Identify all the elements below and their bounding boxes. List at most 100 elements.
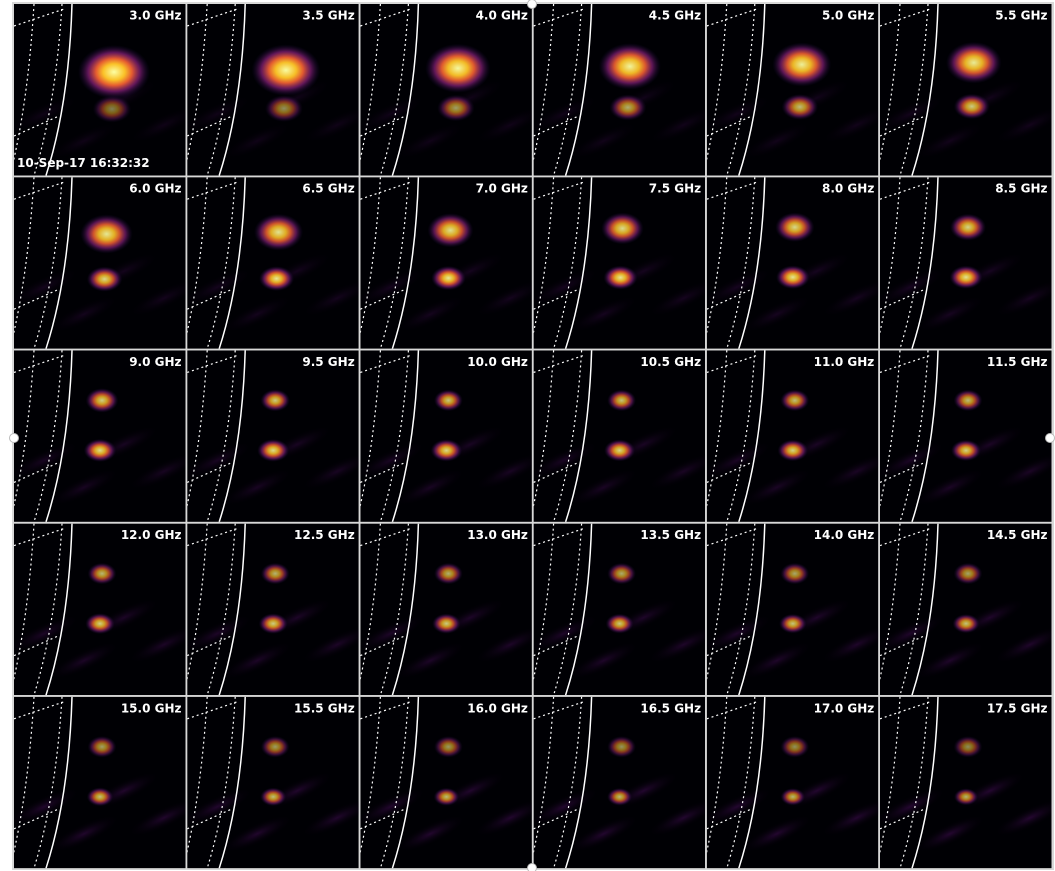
panel-background	[880, 696, 1052, 869]
source-lower	[433, 787, 460, 806]
source-upper	[607, 736, 636, 758]
source-upper	[80, 214, 133, 254]
frequency-label: 7.0 GHz	[476, 182, 528, 196]
limb-solid	[738, 696, 766, 869]
haze	[913, 468, 987, 507]
haze	[913, 295, 987, 334]
limb-dotted	[706, 350, 728, 508]
grid-dotted	[533, 635, 579, 657]
limb-solid	[218, 696, 246, 869]
grid-dotted	[706, 115, 753, 137]
source-upper	[87, 736, 117, 758]
panel: 13.0 GHz	[360, 523, 532, 696]
source-lower	[777, 439, 809, 462]
source-upper	[253, 213, 304, 251]
limb-solid	[738, 177, 766, 349]
frequency-label: 10.0 GHz	[467, 355, 528, 369]
haze	[393, 641, 467, 680]
limb-dotted	[360, 177, 381, 335]
limb-solid	[564, 523, 593, 696]
panel-background	[706, 4, 879, 176]
panel: 3.5 GHz	[187, 4, 359, 176]
haze	[993, 798, 1052, 837]
grid-dotted	[360, 701, 411, 720]
limb-dotted	[14, 177, 35, 335]
grid-dotted	[360, 635, 406, 657]
grid-dotted	[533, 354, 584, 373]
panel-background	[706, 350, 879, 522]
frequency-label: 5.0 GHz	[822, 9, 874, 23]
haze	[393, 814, 467, 853]
frequency-label: 11.5 GHz	[987, 355, 1048, 369]
source-upper	[607, 562, 636, 585]
frequency-label: 8.5 GHz	[995, 182, 1047, 196]
panel: 6.0 GHz	[14, 177, 186, 349]
panel-background	[14, 177, 186, 349]
panel: 7.0 GHz	[360, 177, 532, 349]
source-upper	[251, 44, 321, 96]
grid-dotted	[14, 701, 65, 720]
limb-dotted	[379, 350, 409, 522]
grid-dotted	[360, 181, 411, 200]
haze	[993, 625, 1052, 664]
source-lower	[432, 613, 461, 634]
limb-dotted	[187, 523, 208, 681]
panel-background	[706, 177, 879, 349]
limb-dotted	[206, 696, 236, 869]
haze	[820, 105, 879, 145]
limb-dotted	[187, 4, 208, 162]
grid-dotted	[187, 8, 238, 27]
grid-dotted	[706, 8, 757, 27]
haze	[300, 279, 359, 318]
source-lower	[780, 788, 806, 806]
resize-handle	[527, 0, 537, 9]
limb-dotted	[553, 4, 583, 176]
grid-dotted	[14, 288, 60, 310]
limb-dotted	[206, 523, 236, 696]
grid-dotted	[14, 808, 60, 830]
panel-background	[187, 350, 359, 522]
limb-dotted	[880, 4, 901, 162]
grid-dotted	[880, 461, 926, 483]
source-lower	[949, 265, 983, 289]
haze	[647, 279, 706, 318]
panel: 17.5 GHz	[880, 696, 1052, 869]
limb-dotted	[726, 4, 756, 176]
limb-dotted	[899, 177, 929, 349]
grid-dotted	[533, 528, 584, 547]
source-lower	[431, 265, 466, 291]
frequency-label: 7.5 GHz	[649, 182, 701, 196]
panel: 12.0 GHz	[14, 523, 186, 696]
haze	[220, 641, 294, 680]
panel: 4.5 GHz	[533, 4, 706, 176]
haze	[127, 105, 186, 145]
limb-dotted	[379, 696, 409, 869]
panel-background	[533, 523, 706, 696]
source-lower	[83, 438, 117, 462]
limb-dotted	[899, 523, 929, 696]
limb-solid	[564, 696, 593, 869]
limb-solid	[218, 4, 246, 176]
limb-dotted	[706, 4, 728, 162]
source-upper	[953, 389, 983, 412]
source-lower	[951, 439, 981, 462]
grid-dotted	[360, 528, 411, 547]
haze	[913, 814, 987, 853]
limb-dotted	[553, 523, 583, 696]
source-upper	[950, 213, 986, 241]
limb-solid	[911, 350, 939, 522]
grid-dotted	[187, 528, 238, 547]
haze	[220, 468, 294, 507]
limb-dotted	[33, 696, 63, 869]
limb-dotted	[533, 4, 555, 162]
frequency-label: 17.5 GHz	[987, 701, 1048, 715]
limb-solid	[738, 4, 766, 176]
haze	[127, 798, 186, 837]
grid-dotted	[14, 354, 65, 373]
haze	[913, 641, 987, 680]
limb-dotted	[726, 177, 756, 349]
grid-dotted	[706, 808, 753, 830]
panel-background	[533, 177, 706, 349]
limb-dotted	[880, 177, 901, 335]
limb-solid	[391, 696, 420, 869]
